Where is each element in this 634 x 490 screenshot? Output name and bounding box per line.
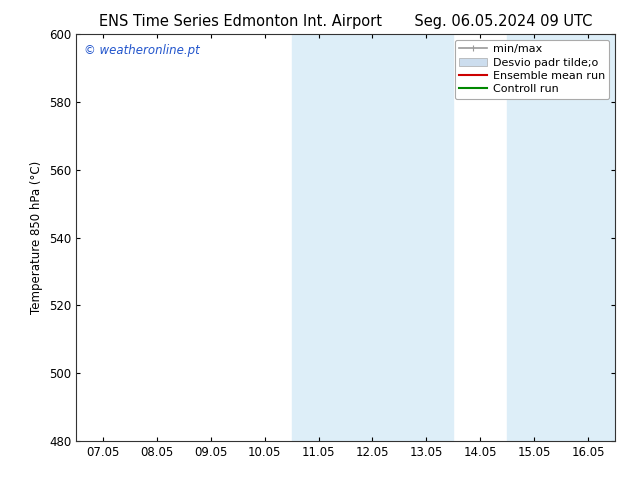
Bar (292, 34, 453, 441)
Legend: min/max, Desvio padr tilde;o, Ensemble mean run, Controll run: min/max, Desvio padr tilde;o, Ensemble m… (455, 40, 609, 99)
Y-axis label: Temperature 850 hPa (°C): Temperature 850 hPa (°C) (30, 161, 43, 314)
Bar (507, 34, 615, 441)
Title: ENS Time Series Edmonton Int. Airport       Seg. 06.05.2024 09 UTC: ENS Time Series Edmonton Int. Airport Se… (99, 14, 592, 29)
Text: © weatheronline.pt: © weatheronline.pt (84, 45, 200, 57)
